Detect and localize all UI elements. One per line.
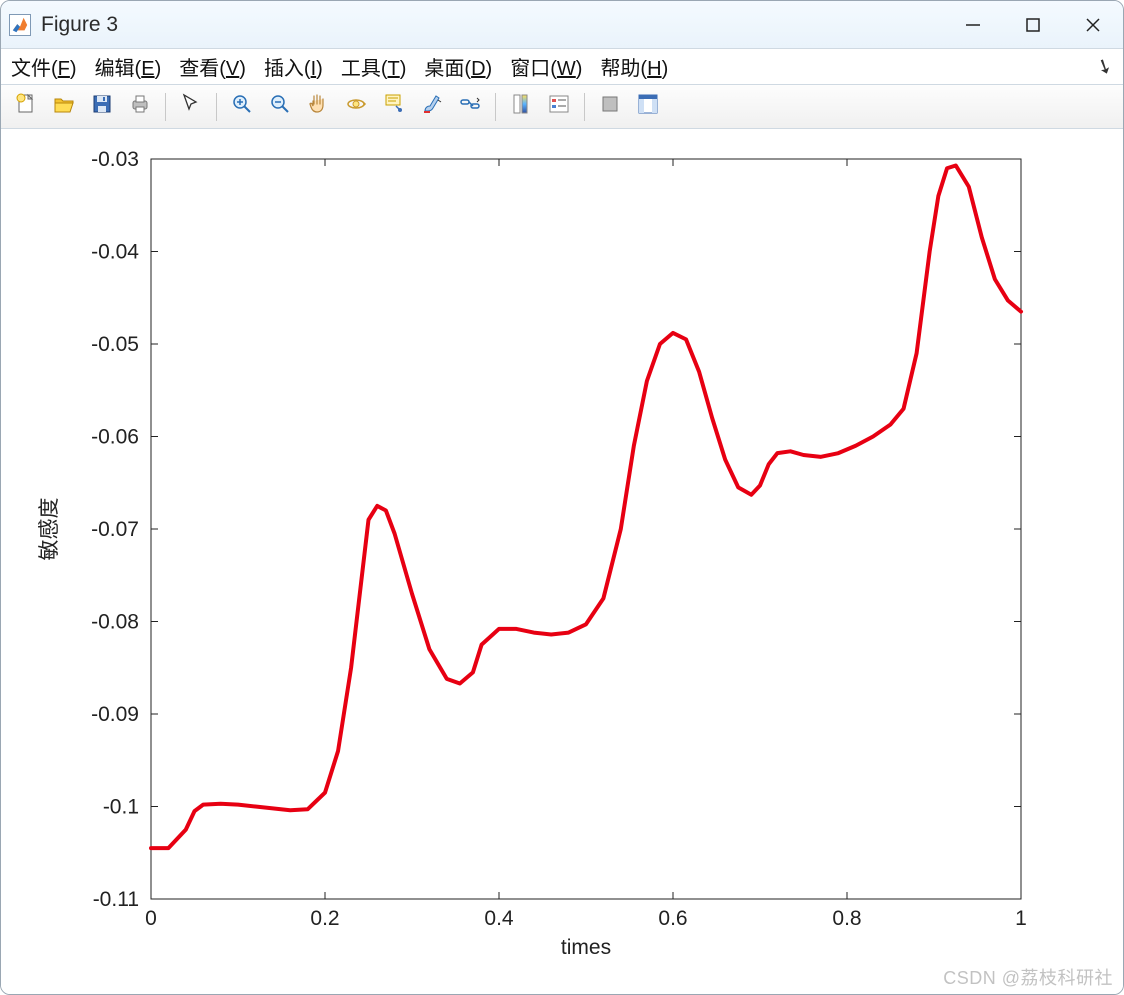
title-bar: Figure 3	[1, 1, 1123, 49]
legend-button[interactable]	[542, 90, 576, 124]
menu-f[interactable]: 文件(F)	[11, 52, 77, 81]
watermark-text: CSDN @荔枝科研社	[943, 964, 1113, 990]
colorbar-button[interactable]	[504, 90, 538, 124]
y-tick-label: -0.04	[91, 241, 139, 264]
show-icon	[636, 92, 660, 121]
pan-icon	[306, 92, 330, 121]
close-button[interactable]	[1063, 1, 1123, 49]
brush-icon	[420, 92, 444, 121]
y-tick-label: -0.09	[91, 703, 139, 726]
edit-plot-button[interactable]	[174, 90, 208, 124]
y-axis-label: 敏感度	[38, 498, 61, 561]
figure-window: Figure 3 文件(F) 编辑(E) 查看(V) 插入(I) 工具(T) 桌面(D) 窗…	[0, 0, 1124, 995]
arrow-icon	[179, 92, 203, 121]
open-icon	[52, 92, 76, 121]
axes-box	[151, 159, 1021, 899]
menu-t[interactable]: 工具(T)	[341, 52, 407, 81]
menu-v[interactable]: 查看(V)	[179, 52, 246, 81]
zoom-in-button[interactable]	[225, 90, 259, 124]
x-tick-label: 0.2	[310, 907, 339, 930]
link-button[interactable]	[453, 90, 487, 124]
colorbar-icon	[509, 92, 533, 121]
new-figure-button[interactable]	[9, 90, 43, 124]
y-tick-label: -0.07	[91, 518, 139, 541]
window-title: Figure 3	[41, 13, 118, 37]
hide-plot-tools-button[interactable]	[593, 90, 627, 124]
menu-bar: 文件(F) 编辑(E) 查看(V) 插入(I) 工具(T) 桌面(D) 窗口(W) 帮助(H)…	[1, 49, 1123, 85]
print-button[interactable]	[123, 90, 157, 124]
save-icon	[90, 92, 114, 121]
new-icon	[14, 92, 38, 121]
toolbar-separator	[165, 93, 166, 121]
menu-w[interactable]: 窗口(W)	[510, 52, 582, 81]
legend-icon	[547, 92, 571, 121]
y-tick-label: -0.08	[91, 611, 139, 634]
y-tick-label: -0.11	[93, 888, 139, 911]
x-tick-label: 0.8	[832, 907, 861, 930]
save-button[interactable]	[85, 90, 119, 124]
x-tick-label: 0.4	[484, 907, 514, 930]
toolbar-separator	[584, 93, 585, 121]
minimize-button[interactable]	[943, 1, 1003, 49]
y-tick-label: -0.03	[91, 148, 139, 171]
x-tick-label: 0	[145, 907, 157, 930]
menu-i[interactable]: 插入(I)	[264, 52, 323, 81]
x-tick-label: 0.6	[658, 907, 687, 930]
menu-e[interactable]: 编辑(E)	[95, 52, 162, 81]
link-icon	[458, 92, 482, 121]
menu-h[interactable]: 帮助(H)	[600, 52, 668, 81]
figure-axes-area: 0 0.2 0.4 0.6 0.8 1 -0.11 -0.1 -0.09 -0.08 -0.07 -0…	[1, 129, 1123, 994]
brush-button[interactable]	[415, 90, 449, 124]
pan-button[interactable]	[301, 90, 335, 124]
rotate-3d-button[interactable]	[339, 90, 373, 124]
x-tick-label: 1	[1015, 907, 1027, 930]
zoom-out-icon	[268, 92, 292, 121]
data-cursor-button[interactable]	[377, 90, 411, 124]
rotate-icon	[344, 92, 368, 121]
zoom-out-button[interactable]	[263, 90, 297, 124]
y-tick-label: -0.1	[103, 796, 139, 819]
zoom-in-icon	[230, 92, 254, 121]
print-icon	[128, 92, 152, 121]
maximize-button[interactable]	[1003, 1, 1063, 49]
toolbar-separator	[495, 93, 496, 121]
menu-d[interactable]: 桌面(D)	[424, 52, 492, 81]
axes-plot[interactable]: 0 0.2 0.4 0.6 0.8 1 -0.11 -0.1 -0.09 -0.08 -0.07 -0…	[1, 129, 1124, 989]
y-tick-label: -0.05	[91, 333, 139, 356]
show-plot-tools-button[interactable]	[631, 90, 665, 124]
toolbar	[1, 85, 1123, 129]
matlab-app-icon	[9, 14, 31, 36]
x-axis-label: times	[561, 936, 611, 959]
toolbar-separator	[216, 93, 217, 121]
dock-arrow-icon[interactable]: ➘	[1092, 52, 1118, 82]
open-button[interactable]	[47, 90, 81, 124]
hide-icon	[598, 92, 622, 121]
datacursor-icon	[382, 92, 406, 121]
y-tick-label: -0.06	[91, 426, 139, 449]
